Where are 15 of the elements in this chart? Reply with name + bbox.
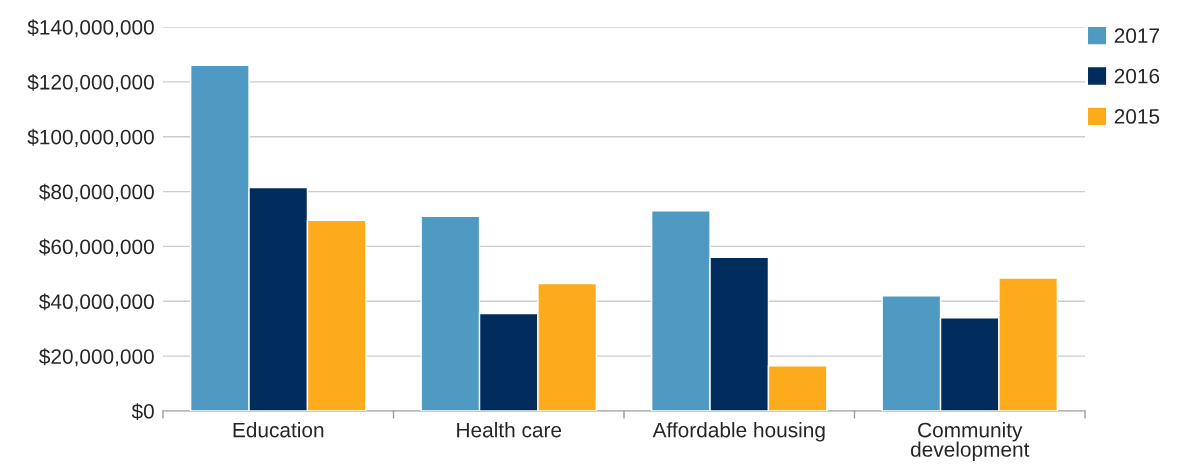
x-tick-label: Community development bbox=[910, 422, 1030, 461]
y-tick-label: $60,000,000 bbox=[39, 238, 154, 257]
y-tick-label: $20,000,000 bbox=[39, 348, 154, 367]
y-tick-label: $120,000,000 bbox=[27, 73, 154, 93]
legend-label: 2015 bbox=[1114, 109, 1160, 124]
legend-label: 2016 bbox=[1114, 68, 1160, 84]
y-tick-label: $100,000,000 bbox=[27, 128, 154, 147]
y-tick-label: $140,000,000 bbox=[27, 19, 154, 38]
x-tick-label: Affordable housing bbox=[652, 422, 825, 442]
x-tick-label: Health care bbox=[457, 422, 562, 438]
y-tick-label: $40,000,000 bbox=[39, 293, 154, 312]
x-tick-label: Education bbox=[233, 422, 324, 438]
y-tick-label: $80,000,000 bbox=[39, 183, 154, 202]
y-tick-label: $0 bbox=[131, 403, 154, 420]
legend-label: 2017 bbox=[1114, 28, 1160, 44]
